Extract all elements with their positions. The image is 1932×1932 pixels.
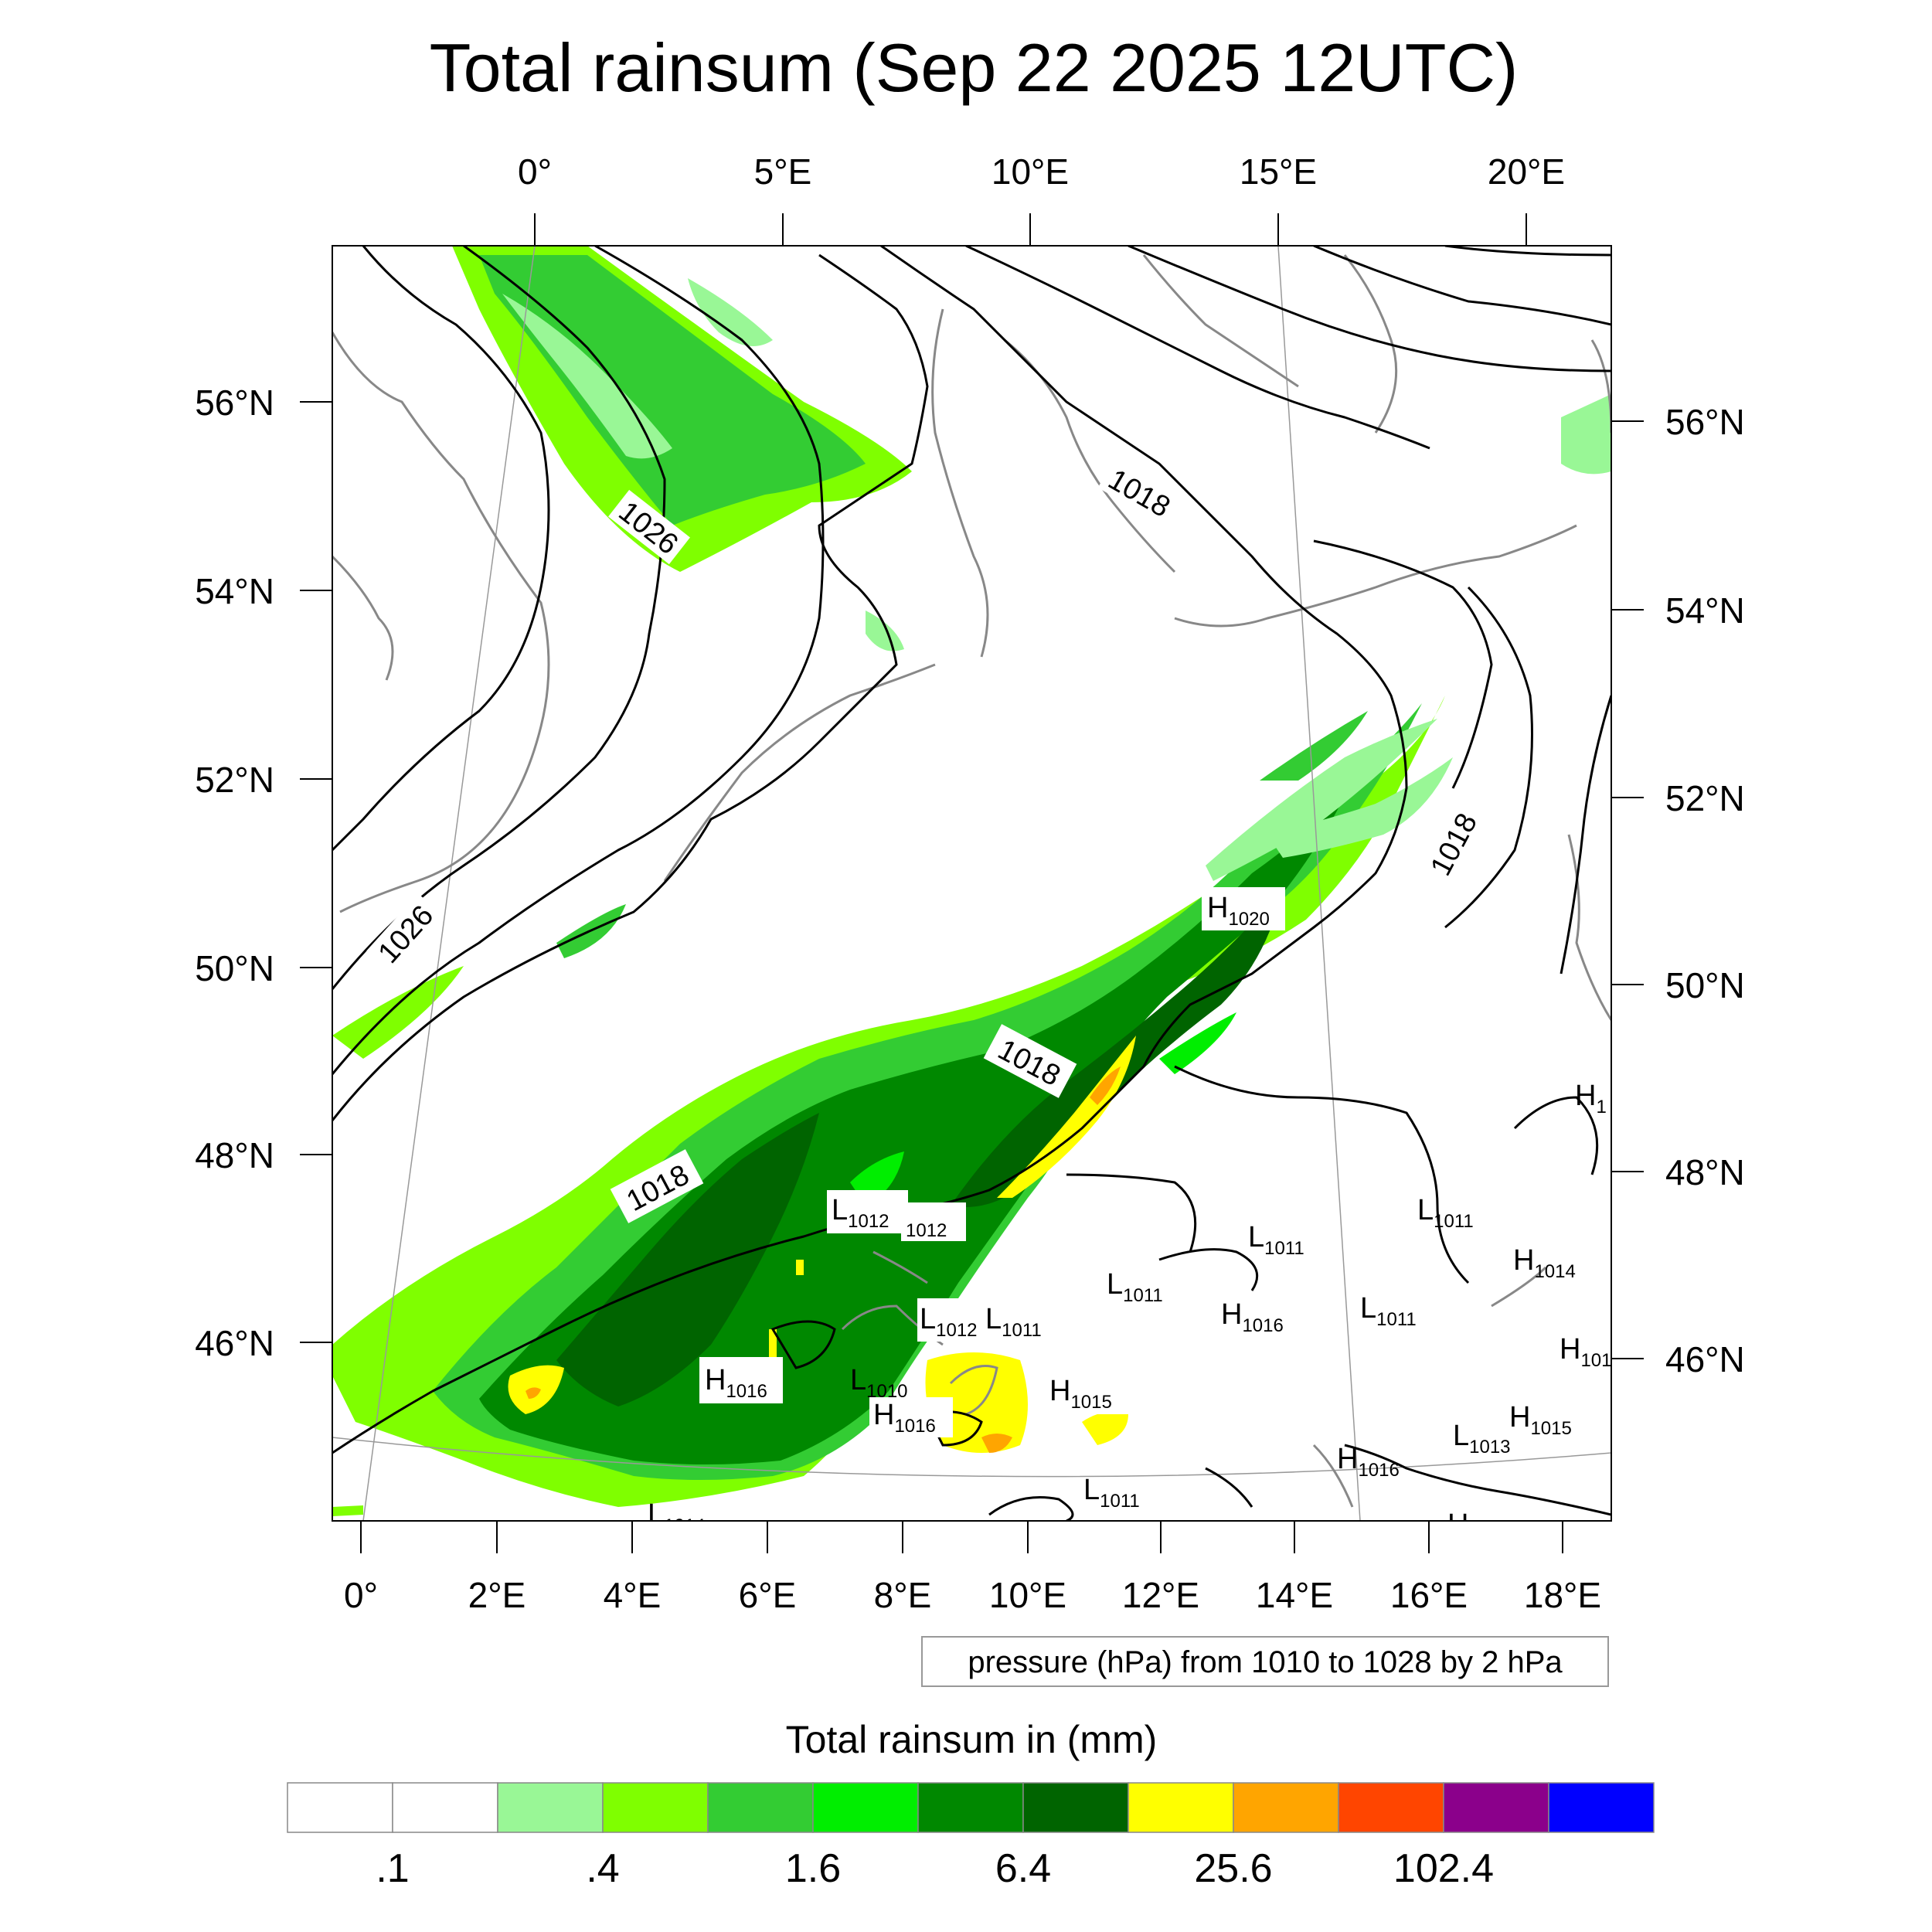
left-tick-label: 46°N	[195, 1323, 274, 1363]
right-latitude-axis: 56°N 54°N 52°N 50°N 48°N 46°N	[1611, 402, 1745, 1379]
colorbar-swatch	[1233, 1782, 1339, 1833]
bottom-longitude-axis: 0° 2°E 4°E 6°E 8°E 10°E 12°E 14°E 16°E 1…	[344, 1521, 1601, 1615]
colorbar-label: .1	[376, 1846, 409, 1891]
right-tick-label: 50°N	[1665, 965, 1745, 1005]
pressure-center-label: H	[1447, 1509, 1468, 1541]
top-tick-label: 10°E	[992, 151, 1069, 192]
isobars	[332, 246, 1611, 1521]
pressure-center-label: L1011	[1107, 1268, 1163, 1306]
colorbar-swatch	[497, 1782, 604, 1833]
colorbar-labels: .1 .4 1.6 6.4 25.6 102.4	[376, 1846, 1494, 1891]
pressure-center-label: H101	[1560, 1333, 1612, 1371]
bottom-tick-label: 2°E	[468, 1575, 526, 1615]
left-tick-label: 54°N	[195, 571, 274, 611]
pressure-center-label: L1013	[1453, 1420, 1511, 1458]
bottom-tick-label: 12°E	[1122, 1575, 1199, 1615]
pressure-center-label: H1015	[1049, 1375, 1112, 1413]
right-tick-label: 48°N	[1665, 1152, 1745, 1192]
contour-info-box: pressure (hPa) from 1010 to 1028 by 2 hP…	[921, 1636, 1609, 1687]
left-tick-label: 50°N	[195, 948, 274, 988]
left-tick-label: 48°N	[195, 1135, 274, 1175]
colorbar-swatch	[1548, 1782, 1655, 1833]
colorbar-label: 102.4	[1393, 1846, 1494, 1891]
bottom-tick-label: 6°E	[739, 1575, 797, 1615]
pressure-center-label: L1012	[832, 1194, 889, 1232]
colorbar-title: Total rainsum in (mm)	[786, 1718, 1158, 1761]
map-frame	[332, 245, 1612, 1522]
pressure-center-label: L1011	[985, 1303, 1042, 1341]
isobar-labels: 1026 1026 1018 1018 1018 1018	[366, 457, 1486, 1223]
figure-title: Total rainsum (Sep 22 2025 12UTC)	[430, 29, 1519, 106]
colorbar-swatch	[1022, 1782, 1129, 1833]
bottom-tick-label: 0°	[344, 1575, 378, 1615]
colorbar-swatch	[287, 1782, 393, 1833]
pressure-center-label: H1016	[705, 1364, 767, 1402]
bottom-tick-label: 18°E	[1524, 1575, 1601, 1615]
colorbar-label: .4	[586, 1846, 619, 1891]
top-tick-label: 5°E	[754, 151, 812, 192]
left-tick-label: 56°N	[195, 383, 274, 423]
pressure-center-label: H1	[1575, 1080, 1607, 1117]
graticule	[332, 246, 1611, 1521]
colorbar-label: 25.6	[1194, 1846, 1272, 1891]
bottom-tick-label: 16°E	[1390, 1575, 1468, 1615]
colorbar-label: 6.4	[995, 1846, 1051, 1891]
pressure-center-label: 1012	[906, 1220, 947, 1241]
top-tick-label: 15°E	[1240, 151, 1317, 192]
colorbar-swatch	[1338, 1782, 1444, 1833]
coastlines	[332, 254, 1611, 1508]
pressure-center-label: H1020	[1207, 892, 1270, 930]
bottom-tick-label: 14°E	[1256, 1575, 1333, 1615]
pressure-center-label: H1016	[1221, 1298, 1284, 1336]
colorbar-swatch	[602, 1782, 709, 1833]
pressure-center-label: L1014	[648, 1498, 706, 1536]
top-tick-label: 0°	[518, 151, 552, 192]
pressure-center-label: H1015	[1509, 1401, 1572, 1439]
colorbar-swatch	[917, 1782, 1024, 1833]
pressure-center-label: L1011	[1360, 1292, 1417, 1330]
pressure-center-label: H1016	[873, 1399, 936, 1437]
left-latitude-axis: 56°N 54°N 52°N 50°N 48°N 46°N	[195, 383, 332, 1363]
pressure-center-label: H1014	[1513, 1244, 1576, 1282]
bottom-tick-label: 4°E	[604, 1575, 662, 1615]
pressure-centers: H1020 L1012 1012 L1011 L1011 L1011 H1014…	[648, 887, 1612, 1541]
contour-info-text: pressure (hPa) from 1010 to 1028 by 2 hP…	[968, 1645, 1563, 1679]
colorbar-swatch	[707, 1782, 814, 1833]
colorbar-swatch	[1128, 1782, 1234, 1833]
colorbar-swatch	[1443, 1782, 1549, 1833]
right-tick-label: 56°N	[1665, 402, 1745, 442]
right-tick-label: 46°N	[1665, 1339, 1745, 1379]
pressure-center-label: H1016	[1337, 1443, 1400, 1481]
colorbar-label: 1.6	[785, 1846, 841, 1891]
pressure-center-label: L1012	[920, 1303, 978, 1341]
pressure-center-label: L1011	[1083, 1474, 1140, 1512]
colorbar-swatch	[392, 1782, 498, 1833]
colorbar	[287, 1782, 1655, 1833]
pressure-center-label: L1011	[1248, 1221, 1304, 1259]
pressure-center-label: L1011	[1417, 1194, 1474, 1232]
bottom-tick-label: 10°E	[989, 1575, 1066, 1615]
bottom-tick-label: 8°E	[874, 1575, 932, 1615]
left-tick-label: 52°N	[195, 760, 274, 800]
map-area: 1026 1026 1018 1018 1018 1018 H1020 L101…	[332, 246, 1612, 1541]
right-tick-label: 52°N	[1665, 778, 1745, 818]
top-longitude-axis: 0° 5°E 10°E 15°E 20°E	[518, 151, 1565, 246]
right-tick-label: 54°N	[1665, 590, 1745, 631]
top-tick-label: 20°E	[1488, 151, 1565, 192]
colorbar-swatch	[812, 1782, 919, 1833]
